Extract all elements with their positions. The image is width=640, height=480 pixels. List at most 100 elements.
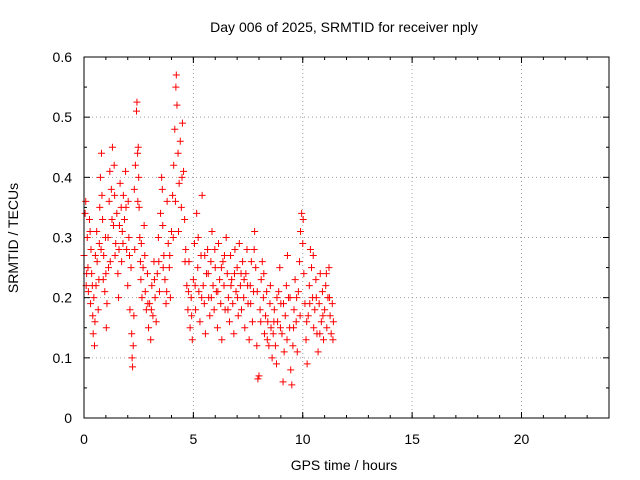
data-point <box>252 264 260 272</box>
data-point <box>190 240 198 248</box>
data-point <box>259 294 267 302</box>
data-point <box>227 252 235 260</box>
data-point <box>243 246 251 254</box>
data-point <box>175 227 182 235</box>
data-point <box>322 282 330 290</box>
data-point <box>268 354 276 362</box>
data-point <box>97 246 105 254</box>
data-point <box>103 300 111 308</box>
data-point <box>112 240 120 248</box>
data-point <box>194 264 202 272</box>
data-point <box>101 288 109 296</box>
data-point <box>183 282 191 290</box>
data-point <box>195 288 203 296</box>
data-point <box>209 282 217 290</box>
data-point <box>281 312 289 320</box>
data-point <box>229 300 237 308</box>
data-point <box>245 336 253 344</box>
data-point <box>148 282 156 290</box>
data-point <box>323 324 331 332</box>
data-point <box>247 258 255 266</box>
data-point <box>128 354 136 362</box>
data-point <box>130 185 138 193</box>
data-point <box>105 264 112 272</box>
y-tick-label: 0.3 <box>53 230 73 246</box>
data-point <box>213 324 221 332</box>
data-point <box>172 83 180 91</box>
data-point <box>264 318 272 326</box>
data-point <box>288 381 296 389</box>
data-point <box>234 294 242 302</box>
data-point <box>286 294 294 302</box>
data-point <box>270 318 278 326</box>
data-point <box>127 264 135 272</box>
data-point <box>189 276 197 284</box>
data-point <box>178 119 186 127</box>
data-point <box>316 330 324 338</box>
data-point <box>91 252 99 260</box>
data-point <box>168 227 175 235</box>
data-point <box>106 258 114 266</box>
data-point <box>315 300 323 308</box>
data-point <box>102 270 110 278</box>
data-point <box>157 209 165 217</box>
data-point <box>111 252 119 260</box>
data-point <box>276 324 284 332</box>
data-point <box>116 179 124 187</box>
data-point <box>140 221 148 229</box>
data-point <box>155 258 163 266</box>
data-point <box>129 342 137 350</box>
data-point <box>204 246 212 254</box>
data-point <box>295 258 303 266</box>
data-point <box>178 173 186 181</box>
data-point <box>119 191 127 199</box>
data-point <box>175 179 183 187</box>
data-point <box>135 173 143 181</box>
data-point <box>280 300 287 308</box>
data-point <box>329 336 337 344</box>
data-point <box>325 264 333 272</box>
data-points <box>80 71 337 389</box>
data-point <box>231 270 238 278</box>
data-point <box>207 258 215 266</box>
chart-title: Day 006 of 2025, SRMTID for receiver npl… <box>210 19 478 35</box>
data-point <box>102 324 110 332</box>
y-tick-label: 0.6 <box>53 49 73 65</box>
y-axis-label: SRMTID / TECUs <box>5 183 21 293</box>
data-point <box>217 264 225 272</box>
data-point <box>171 125 179 133</box>
data-point <box>317 318 325 326</box>
data-point <box>87 300 95 308</box>
data-point <box>303 360 311 368</box>
data-point <box>111 191 119 199</box>
data-point <box>193 209 201 217</box>
data-point <box>228 276 236 284</box>
data-point <box>128 330 136 338</box>
data-point <box>321 306 329 314</box>
data-point <box>154 234 162 241</box>
data-point <box>84 264 92 272</box>
data-point <box>303 318 311 326</box>
data-point <box>312 294 320 302</box>
data-point <box>299 215 307 223</box>
data-point <box>171 197 179 205</box>
data-point <box>298 209 306 217</box>
data-point <box>218 336 226 344</box>
x-axis-label: GPS time / hours <box>291 457 398 473</box>
x-tick-label: 10 <box>295 431 311 447</box>
data-point <box>176 137 184 145</box>
data-point <box>147 336 155 344</box>
data-point <box>314 348 322 356</box>
data-point <box>161 276 169 284</box>
data-point <box>220 282 228 290</box>
data-point <box>230 330 238 338</box>
data-point <box>90 294 98 302</box>
data-point <box>207 294 215 302</box>
data-point <box>194 234 202 241</box>
data-point <box>304 312 312 320</box>
data-point <box>163 197 171 205</box>
data-point <box>130 312 138 320</box>
data-point <box>204 270 212 278</box>
data-point <box>255 372 263 380</box>
data-point <box>133 98 141 106</box>
